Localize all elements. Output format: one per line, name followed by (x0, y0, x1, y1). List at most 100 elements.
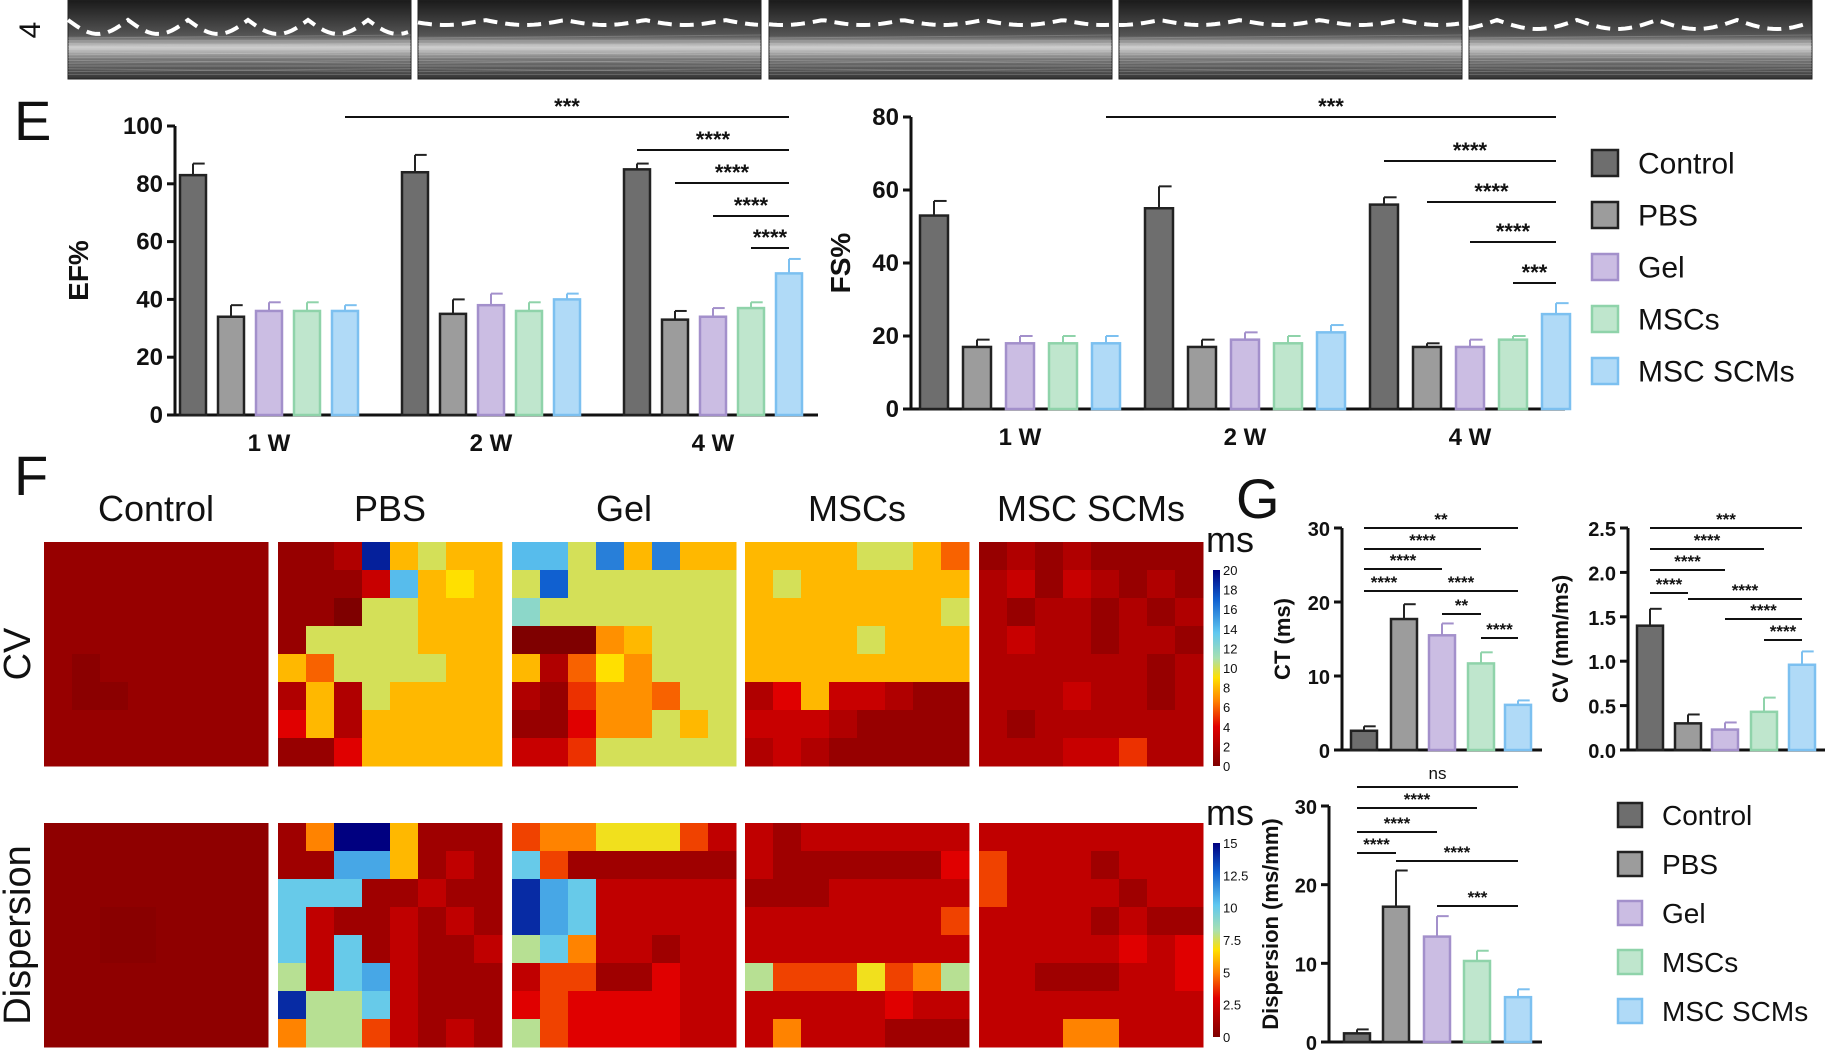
heatmap-cell (624, 907, 653, 936)
legend-swatch (1590, 304, 1620, 334)
heatmap-cell (100, 851, 129, 880)
heatmap-cell (801, 963, 830, 992)
heatmap-cell (624, 738, 653, 767)
heatmap-cell (680, 738, 709, 767)
heatmap-cell (1175, 823, 1204, 852)
echo-texture (1468, 43, 1813, 48)
heatmap-cell (1007, 851, 1036, 880)
heatmap-cell (72, 851, 101, 880)
heatmap-cell (885, 1019, 914, 1048)
heatmap-cell (857, 851, 886, 880)
heatmap-cell (624, 823, 653, 852)
heatmap-cell (278, 1019, 307, 1048)
heatmap-cell (72, 542, 101, 571)
heatmap-cell (596, 879, 625, 908)
heatmap-cell (801, 598, 830, 627)
heatmap-cell (596, 991, 625, 1020)
heatmap-cell (1091, 654, 1120, 683)
bar-pbs (1389, 617, 1419, 752)
echo-texture (417, 68, 762, 73)
heatmap-cell (652, 935, 681, 964)
heatmap-cell (334, 542, 363, 571)
heatmap-cell (708, 626, 737, 655)
heatmap-cell (708, 710, 737, 739)
heatmap-cell (801, 570, 830, 599)
heatmap-cell (128, 654, 157, 683)
heatmap-cell (418, 654, 447, 683)
heatmap-cell (1007, 654, 1036, 683)
heatmap-cell (512, 991, 541, 1020)
heatmap-cell (801, 1019, 830, 1048)
heatmap-cell (446, 542, 475, 571)
heatmap-cell (212, 935, 241, 964)
heatmap-cell (1175, 626, 1204, 655)
heatmap-cell (156, 626, 185, 655)
heatmap-cell (540, 626, 569, 655)
bar-control (622, 168, 652, 417)
echo-texture (67, 43, 412, 48)
bar-control (1342, 1032, 1372, 1044)
heatmap-cell (913, 626, 942, 655)
heatmap-cell (278, 907, 307, 936)
heatmap-cell (1007, 991, 1036, 1020)
row-label: 4 (14, 22, 47, 39)
heatmap-cell (306, 570, 335, 599)
heatmap-cell (72, 738, 101, 767)
heatmap-cell (801, 682, 830, 711)
bar-gel (1710, 728, 1740, 752)
heatmap-cell (885, 654, 914, 683)
heatmap-cell (624, 626, 653, 655)
heatmap-cell (240, 570, 269, 599)
heatmap-cell (829, 963, 858, 992)
heatmap-cell (913, 907, 942, 936)
heatmap-cell (100, 738, 129, 767)
heatmap-cell (334, 710, 363, 739)
heatmap-cell (596, 570, 625, 599)
bar-pbs (1186, 345, 1218, 411)
heatmap-cell (390, 935, 419, 964)
heatmap-cell (745, 738, 774, 767)
heatmap-cell (240, 879, 269, 908)
heatmap-cell (773, 963, 802, 992)
heatmap-cell (1063, 823, 1092, 852)
colorbar-tick-label: 20 (1223, 563, 1237, 578)
y-tick-label: 10 (1308, 667, 1330, 689)
heatmap-cell (624, 682, 653, 711)
heatmap-cell (446, 626, 475, 655)
heatmap-cell (72, 626, 101, 655)
significance-label: **** (1656, 575, 1683, 594)
heatmap-cell (1091, 851, 1120, 880)
heatmap-cell (278, 682, 307, 711)
heatmap-cell (446, 851, 475, 880)
heatmap-cell (1091, 626, 1120, 655)
heatmap-cell (540, 570, 569, 599)
echo-texture (1118, 59, 1463, 64)
heatmap-cell (540, 738, 569, 767)
heatmap-cell (913, 598, 942, 627)
bar-pbs (438, 312, 468, 417)
heatmap-cell (801, 907, 830, 936)
heatmap-cell (184, 935, 213, 964)
bar-mscs (1466, 662, 1496, 752)
heatmap-cell (512, 1019, 541, 1048)
colorbar-tick-label: 18 (1223, 583, 1237, 598)
heatmap-cell (773, 1019, 802, 1048)
heatmap-cell (306, 710, 335, 739)
heatmap-column-title: PBS (354, 488, 426, 529)
heatmap-cell (708, 738, 737, 767)
heatmap-cell (278, 935, 307, 964)
heatmap-cell (100, 823, 129, 852)
heatmap-cell (156, 542, 185, 571)
heatmap-cell (1175, 738, 1204, 767)
echo-texture (1118, 51, 1463, 56)
heatmap-row-title: Dispersion (0, 845, 39, 1025)
significance-label: *** (1716, 510, 1736, 529)
bar-gel (698, 315, 728, 417)
heatmap-cell (596, 1019, 625, 1048)
significance-label: *** (1522, 260, 1548, 285)
heatmap-cell (829, 598, 858, 627)
heatmap-cell (540, 991, 569, 1020)
heatmap-cell (100, 654, 129, 683)
bar-mscs (514, 309, 544, 417)
y-tick-label: 60 (136, 229, 163, 256)
